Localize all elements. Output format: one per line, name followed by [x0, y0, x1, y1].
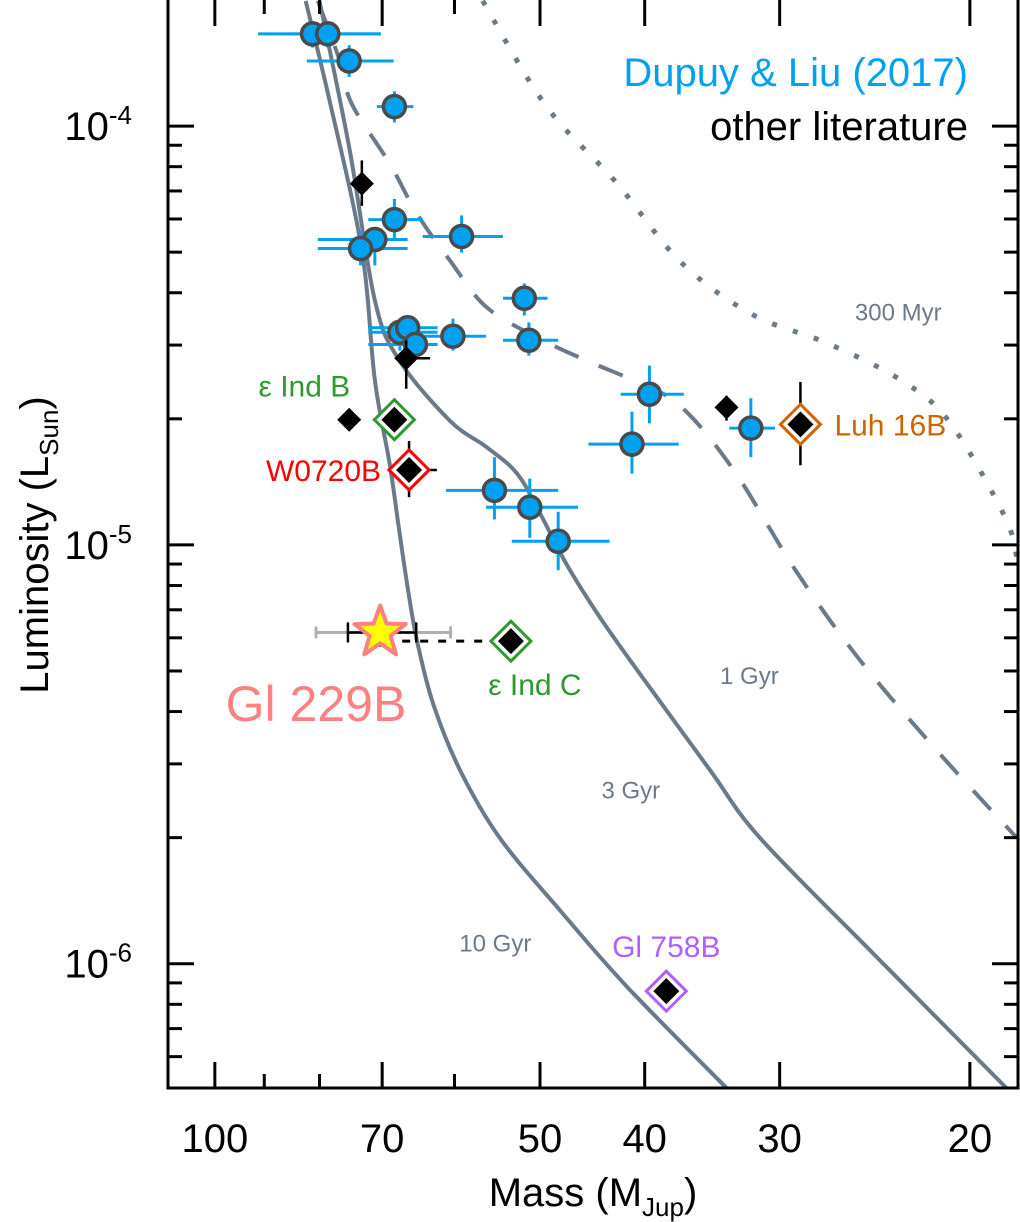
x-tick-label: 40	[622, 1117, 667, 1161]
y-axis-title-main: Luminosity (L	[13, 456, 57, 694]
y-tick-exponent: -6	[109, 938, 132, 968]
other-literature-point	[337, 407, 362, 432]
isochrone-3-gyr	[317, 0, 1008, 1088]
dupuy-liu-point	[619, 431, 645, 457]
object-label-layer: ε Ind B W0720B Luh 16B ε Ind C Gl 758B Gl 229…	[226, 371, 947, 964]
x-tick-label: 70	[360, 1117, 405, 1161]
object-label-gl-758b: Gl 758B	[612, 931, 720, 964]
data-point-layer	[258, 21, 823, 1014]
dupuy-liu-point	[517, 494, 543, 521]
y-tick-label: 10-5	[64, 519, 132, 568]
isochrone-label-300-myr: 300 Myr	[855, 300, 942, 327]
legend-entry-other-literature: other literature	[710, 105, 968, 149]
named-object-gl-758b-marker	[653, 978, 680, 1005]
object-label-luh-16b: Luh 16B	[834, 409, 946, 442]
axis-ticks	[168, 0, 1018, 1088]
dupuy-liu-point	[545, 528, 571, 555]
isochrone-label-layer: 10 Gyr 3 Gyr 1 Gyr 300 Myr	[459, 300, 941, 958]
other-literature-point	[349, 171, 374, 196]
named-object-w0720b-marker	[396, 456, 423, 483]
isochrone-label-3-gyr: 3 Gyr	[601, 778, 660, 805]
x-axis-title-subscript: Jup	[642, 1192, 684, 1222]
isochrone-1-gyr	[315, 0, 1018, 840]
y-tick-base: 10	[64, 943, 109, 987]
object-label-ind-b: ε Ind B	[259, 371, 351, 404]
isochrone-label-10-gyr: 10 Gyr	[459, 930, 531, 957]
dupuy-liu-point	[315, 21, 341, 47]
object-label-ind-c: ε Ind C	[488, 669, 581, 702]
dupuy-liu-point	[347, 235, 374, 262]
dupuy-liu-point	[381, 93, 408, 120]
named-object-luh-16b-marker	[787, 411, 814, 438]
dupuy-liu-point	[402, 331, 429, 358]
y-tick-label: 10-6	[64, 938, 132, 987]
dupuy-liu-point	[738, 415, 764, 441]
y-tick-exponent: -4	[109, 100, 132, 130]
other-literature-point	[714, 395, 739, 420]
dupuy-liu-point	[440, 323, 466, 349]
y-tick-label: 10-4	[64, 100, 132, 149]
y-axis-title-subscript: Sun	[34, 410, 64, 456]
x-axis-title: Mass (MJup)	[489, 1171, 698, 1222]
y-tick-base: 10	[64, 524, 109, 568]
x-axis-title-main: Mass (M	[489, 1171, 642, 1215]
x-tick-label: 50	[518, 1117, 563, 1161]
dupuy-liu-point	[481, 477, 508, 504]
named-object-ind-c-marker	[497, 628, 524, 655]
gl229b-star-marker	[352, 603, 408, 657]
y-tick-base: 10	[64, 105, 109, 149]
dupuy-liu-point	[381, 206, 408, 233]
y-axis-title-end: )	[13, 396, 57, 409]
dupuy-liu-point	[448, 223, 475, 250]
legend-entry-dupuy-liu: Dupuy & Liu (2017)	[623, 51, 968, 95]
named-object-ind-b-marker	[381, 406, 408, 433]
x-axis-title-end: )	[684, 1171, 697, 1215]
x-tick-label: 100	[181, 1117, 248, 1161]
gl229b-label: Gl 229B	[226, 676, 407, 732]
dupuy-liu-point	[336, 48, 362, 74]
y-tick-exponent: -5	[109, 519, 132, 549]
dupuy-liu-point	[636, 381, 663, 407]
plot-frame	[166, 0, 1020, 1090]
isochrone-label-1-gyr: 1 Gyr	[720, 663, 779, 690]
dupuy-liu-point	[516, 327, 542, 354]
isochrone-300-myr	[480, 0, 1018, 558]
x-tick-label: 30	[757, 1117, 802, 1161]
other-literature-point	[394, 346, 419, 371]
x-tick-label: 20	[948, 1117, 993, 1161]
y-axis-title: Luminosity (LSun)	[13, 396, 64, 693]
object-label-w0720b: W0720B	[266, 455, 381, 488]
dupuy-liu-point	[511, 285, 538, 312]
